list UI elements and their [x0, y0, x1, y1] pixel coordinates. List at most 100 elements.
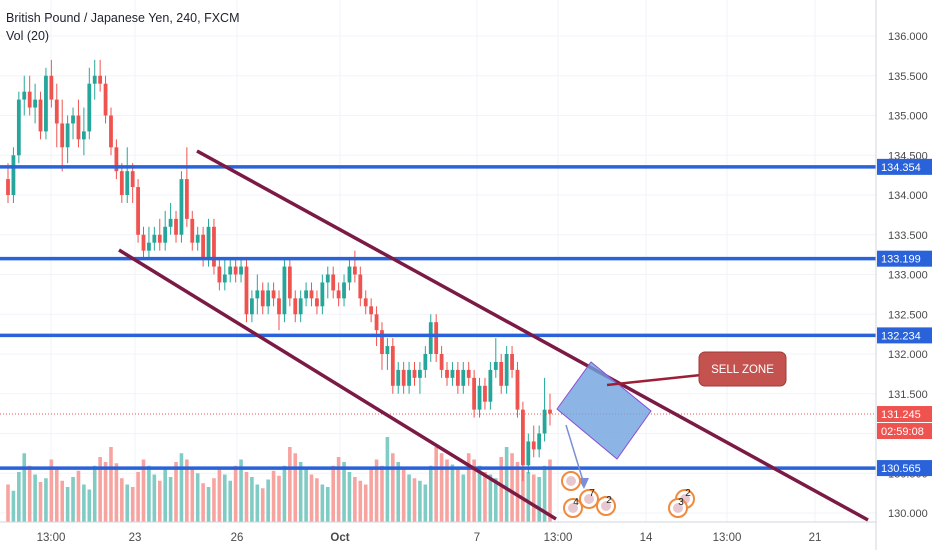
volume-bar	[461, 474, 466, 522]
volume-bar	[374, 459, 379, 522]
price-tick-label: 133.500	[888, 230, 928, 242]
event-marker[interactable]: 4	[563, 497, 583, 518]
price-tick-label: 133.000	[888, 270, 928, 282]
volume-bar	[380, 465, 384, 522]
volume-bar	[293, 453, 298, 522]
candle-body	[396, 369, 401, 386]
volume-bar	[27, 465, 32, 522]
time-tick-label: 13:00	[544, 532, 573, 544]
volume-bar	[92, 465, 97, 522]
volume-bar	[353, 477, 357, 522]
volume-bar	[223, 474, 227, 522]
candle-body	[33, 99, 37, 108]
volume-bar	[423, 484, 428, 522]
event-count: 7	[589, 488, 595, 499]
volume-bar	[11, 490, 16, 522]
volume-bar	[548, 459, 552, 522]
volume-bar	[152, 474, 157, 522]
countdown-tag-bg	[877, 423, 932, 440]
volume-bar	[282, 465, 287, 522]
candle-body	[369, 306, 374, 315]
candle-body	[136, 187, 140, 235]
event-marker[interactable]: 2	[596, 495, 616, 516]
volume-bar	[385, 437, 390, 522]
candle-body	[119, 171, 124, 195]
volume-bar	[526, 472, 531, 522]
volume-bar	[358, 480, 363, 522]
volume-bar	[347, 472, 352, 522]
channel-upper-line[interactable]	[196, 149, 869, 522]
volume-bar	[71, 477, 75, 522]
volume-bar	[320, 484, 325, 522]
candle-body	[434, 322, 439, 354]
level-price-tag-bg	[877, 250, 932, 267]
candle-body	[98, 75, 103, 84]
event-marker[interactable]: 7	[579, 488, 599, 509]
level-price-tag-bg	[877, 158, 932, 175]
candle-body	[168, 218, 173, 227]
candle-body	[38, 99, 43, 132]
volume-bar	[369, 469, 373, 522]
volume-bar	[120, 478, 124, 522]
candle-body	[548, 409, 552, 414]
candle-body	[65, 123, 70, 148]
level-price-tag: 130.565	[881, 463, 921, 475]
channel-lower-line[interactable]	[118, 248, 557, 521]
candle-body	[477, 385, 482, 410]
candle-body	[537, 433, 542, 450]
volume-bar	[6, 484, 10, 522]
volume-bar	[483, 472, 487, 522]
volume-bar	[250, 477, 254, 522]
price-tick-label: 130.000	[888, 508, 928, 520]
candle-body	[445, 369, 449, 378]
volume-bar	[147, 465, 151, 522]
volume-bars	[6, 437, 552, 522]
candle-body	[455, 369, 460, 386]
event-count: 3	[678, 497, 684, 508]
descending-channel[interactable]	[118, 149, 869, 522]
candle-body	[228, 266, 233, 275]
event-marker[interactable]	[561, 471, 581, 491]
time-tick-label: 14	[640, 532, 653, 544]
candle-body	[374, 314, 379, 331]
volume-bar	[456, 469, 460, 522]
candle-body	[325, 274, 330, 283]
volume-bar	[418, 480, 422, 522]
volume-bar	[542, 465, 547, 522]
volume-bar	[537, 477, 541, 522]
volume-bar	[228, 480, 233, 522]
candle-body	[147, 242, 151, 251]
candle-body	[233, 266, 238, 275]
candle-body	[22, 91, 27, 100]
level-price-tag-bg	[877, 327, 932, 344]
event-marker[interactable]: 3	[668, 497, 688, 518]
candle-body	[352, 266, 357, 275]
volume-bar	[342, 462, 346, 522]
volume-bar	[309, 474, 314, 522]
sell-zone-box[interactable]	[556, 361, 652, 460]
time-axis[interactable]: 13:00 23 26 Oct 7 13:00 14 13:00 21	[37, 532, 822, 544]
volume-bar	[174, 462, 178, 522]
volume-bar	[504, 447, 509, 522]
volume-bar	[271, 470, 276, 522]
volume-bar	[401, 469, 406, 522]
volume-bar	[217, 469, 222, 522]
level-price-tag-bg	[877, 460, 932, 477]
candle-body	[190, 218, 195, 243]
annotations-layer[interactable]: SELL ZONE	[556, 351, 787, 489]
candle-body	[293, 298, 298, 315]
candle-body	[499, 361, 504, 386]
candle-body	[266, 290, 271, 307]
volume-bar	[125, 484, 130, 522]
sell-zone-callout[interactable]	[698, 351, 787, 387]
volume-indicator-label[interactable]: Vol (20)	[6, 29, 50, 43]
candle-body	[54, 99, 59, 124]
candle-body	[504, 354, 509, 386]
volume-bar	[510, 453, 514, 522]
volume-bar	[428, 465, 433, 522]
candle-body	[315, 298, 319, 307]
volume-bar	[288, 447, 292, 522]
price-tick-label: 132.500	[888, 309, 928, 321]
